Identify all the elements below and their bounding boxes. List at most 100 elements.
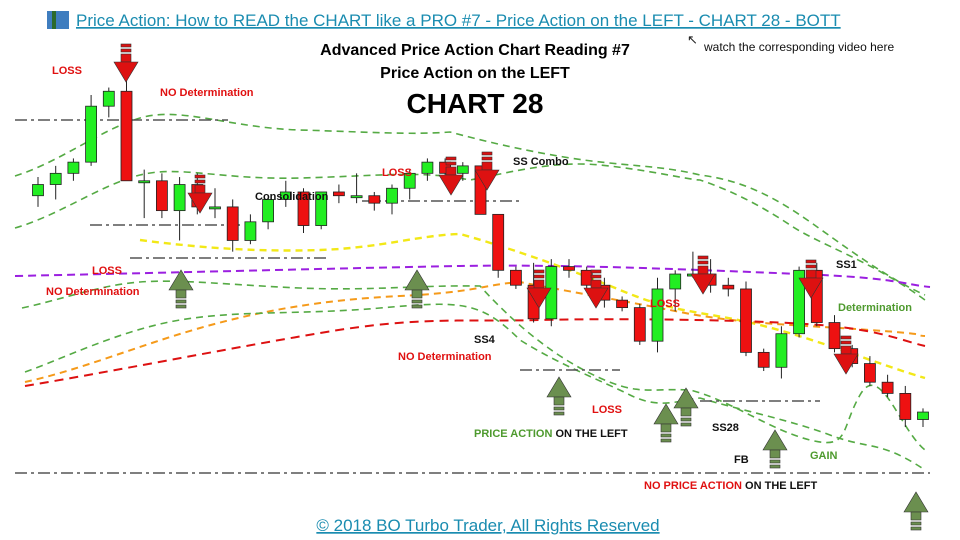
lower-band-inner — [24, 303, 926, 471]
candle-bull — [403, 172, 416, 189]
label-no-determination-2: NO Determination — [46, 286, 140, 298]
label-ss1: SS1 — [836, 259, 857, 271]
candle-bull — [102, 90, 115, 107]
arrows — [113, 43, 929, 531]
candle-bear — [864, 363, 876, 383]
candles — [32, 76, 929, 427]
buy-arrow-icon — [546, 376, 572, 416]
candle-bear — [580, 269, 593, 286]
buy-arrow-icon — [762, 429, 788, 469]
label-no-determination-1: NO Determination — [160, 87, 254, 99]
candle-bear — [226, 206, 239, 241]
candle-bear — [881, 381, 894, 394]
candle-bear — [509, 269, 522, 286]
candle-bull — [669, 273, 682, 290]
upper-band-inner — [14, 163, 926, 301]
candle-bear — [474, 165, 487, 215]
candle-bear — [899, 392, 912, 420]
candle-bear — [120, 90, 133, 182]
buy-arrow-icon — [903, 491, 929, 531]
candle-bull — [67, 161, 80, 174]
sell-arrow-icon — [833, 335, 859, 375]
label-on-the-left-1: ON THE LEFT — [552, 428, 627, 440]
label-consolidation: Consolidation — [255, 191, 329, 203]
label-no-determination-3: NO Determination — [398, 351, 492, 363]
purple-line — [14, 264, 931, 288]
candle-bull — [917, 411, 929, 420]
candle-bull — [350, 195, 363, 199]
yellow-line — [139, 232, 926, 380]
candle-bear — [332, 191, 345, 197]
levels — [15, 119, 930, 474]
label-on-the-left-2: ON THE LEFT — [742, 480, 817, 492]
label-loss-3: LOSS — [382, 167, 412, 179]
copyright-link[interactable]: © 2018 BO Turbo Trader, All Rights Reser… — [316, 516, 659, 535]
sell-arrow-icon — [583, 269, 609, 309]
candle-bull — [456, 165, 469, 174]
book-icon — [47, 11, 69, 29]
candle-bull — [421, 161, 434, 174]
note-arrow-icon: ↖ — [687, 32, 698, 47]
label-ss4: SS4 — [474, 334, 496, 346]
label-loss-4: LOSS — [650, 298, 680, 310]
label-determination: Determination — [838, 302, 912, 314]
sell-arrow-icon — [474, 151, 500, 191]
candle-bull — [138, 180, 151, 184]
candle-bull — [279, 191, 292, 200]
annotations: LOSS NO Determination Consolidation LOSS… — [46, 65, 912, 492]
candle-bull — [651, 288, 664, 342]
sell-arrow-icon — [798, 259, 824, 299]
buy-arrow-icon — [673, 387, 699, 427]
candle-bull — [49, 172, 62, 185]
chart-title-line1: Advanced Price Action Chart Reading #7 — [320, 42, 630, 59]
header: Price Action: How to READ the CHART like… — [47, 11, 894, 119]
candle-bear — [563, 266, 575, 271]
candle-bull — [793, 269, 805, 335]
label-no-price-action: NO PRICE ACTION — [644, 480, 742, 492]
label-ss28: SS28 — [712, 422, 739, 434]
book-spine — [52, 11, 56, 29]
candle-bull — [315, 191, 328, 226]
candle-bull — [244, 221, 257, 241]
label-gain: GAIN — [810, 450, 838, 462]
label-loss-2: LOSS — [92, 265, 122, 277]
red-line — [24, 318, 926, 387]
label-ss-combo: SS Combo — [513, 156, 569, 168]
candle-bear — [492, 213, 505, 271]
sell-arrow-icon — [438, 156, 464, 196]
buy-arrow-icon — [653, 403, 679, 443]
candle-bear — [757, 351, 770, 368]
candle-bear — [155, 180, 168, 212]
label-fb: FB — [734, 454, 749, 466]
sell-arrow-icon — [526, 269, 552, 309]
candle-bull — [173, 184, 186, 212]
label-loss-5: LOSS — [592, 404, 622, 416]
candle-bull — [262, 199, 275, 223]
label-price-action-left: PRICE ACTION ON THE LEFT — [474, 428, 628, 440]
orange-line — [24, 280, 926, 383]
candle-bear — [297, 191, 310, 226]
buy-arrow-icon — [168, 269, 194, 309]
candle-bull — [85, 105, 97, 163]
candle-bear — [633, 307, 646, 342]
candle-bear — [828, 322, 841, 350]
lower-band-outer — [21, 280, 926, 451]
candle-bear — [368, 195, 381, 204]
chart-title-big: CHART 28 — [407, 88, 544, 119]
chart-title-line2: Price Action on the LEFT — [380, 65, 570, 82]
indicator-lines — [14, 113, 931, 471]
video-note: watch the corresponding video here — [703, 40, 894, 54]
sell-arrow-icon — [113, 43, 139, 83]
video-link[interactable]: Price Action: How to READ the CHART like… — [76, 11, 841, 30]
sell-arrow-icon — [690, 255, 716, 295]
candle-bear — [722, 284, 735, 290]
candle-bull — [775, 333, 788, 368]
label-no-price-action-left: NO PRICE ACTION ON THE LEFT — [644, 480, 817, 492]
candle-bear — [616, 299, 628, 309]
label-loss-1: LOSS — [52, 65, 82, 77]
label-price-action: PRICE ACTION — [474, 428, 552, 440]
candle-bull — [209, 206, 221, 210]
candle-bull — [386, 187, 398, 204]
sell-arrow-icon — [187, 174, 213, 214]
